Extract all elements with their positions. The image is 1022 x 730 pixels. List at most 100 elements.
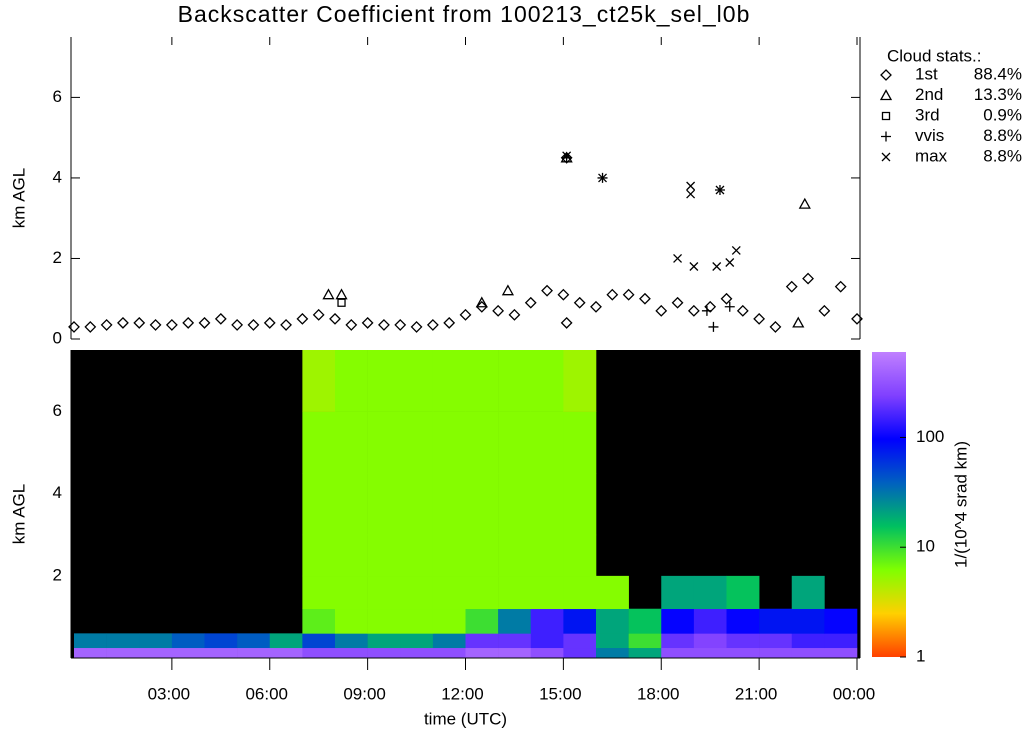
marker-cross bbox=[673, 254, 683, 263]
x-axis-label: time (UTC) bbox=[424, 709, 507, 728]
marker-cross bbox=[598, 173, 607, 183]
marker-diamond bbox=[802, 272, 814, 285]
marker-triangle bbox=[475, 296, 488, 308]
heatmap-cell bbox=[824, 647, 858, 659]
marker-diamond bbox=[182, 316, 195, 329]
legend-label: 2nd bbox=[915, 85, 943, 104]
x-tick-label: 03:00 bbox=[148, 684, 191, 703]
marker-diamond bbox=[818, 304, 831, 317]
heatmap-cell bbox=[530, 608, 564, 634]
marker-diamond bbox=[198, 316, 211, 329]
x-tick-label: 15:00 bbox=[539, 684, 582, 703]
heatmap-cell bbox=[400, 608, 434, 634]
heatmap-cell bbox=[628, 647, 662, 659]
chart-title: Backscatter Coefficient from 100213_ct25… bbox=[178, 1, 751, 27]
legend-label: 1st bbox=[915, 64, 938, 83]
heatmap-cell bbox=[302, 411, 336, 474]
marker-diamond bbox=[345, 318, 358, 331]
y-axis-label: km AGL bbox=[9, 168, 28, 228]
heatmap-cell bbox=[432, 534, 466, 577]
marker-diamond bbox=[704, 300, 717, 313]
heatmap-cell bbox=[791, 575, 825, 610]
marker-cross bbox=[689, 262, 699, 271]
y-tick-label: 4 bbox=[53, 483, 62, 502]
heatmap-cell bbox=[563, 350, 597, 412]
legend-stat: 8.8% bbox=[983, 126, 1022, 145]
heatmap-cell bbox=[432, 608, 466, 634]
heatmap-cell bbox=[367, 350, 401, 412]
heatmap-cell bbox=[335, 350, 368, 412]
heatmap-cell bbox=[726, 647, 760, 659]
heatmap-cell bbox=[563, 647, 597, 659]
heatmap-cell bbox=[628, 608, 662, 634]
marker-cross bbox=[712, 262, 722, 271]
y-tick-label: 6 bbox=[53, 87, 62, 106]
marker-diamond bbox=[834, 280, 847, 293]
heatmap-cell bbox=[530, 473, 564, 536]
heatmap-cell bbox=[432, 411, 466, 474]
heatmap-cell bbox=[693, 608, 727, 634]
heatmap-cell bbox=[726, 633, 760, 649]
heatmap-cell bbox=[661, 575, 695, 610]
marker-diamond bbox=[475, 300, 488, 313]
heatmap-cell bbox=[628, 633, 662, 649]
legend-title: Cloud stats.: bbox=[887, 46, 982, 65]
y-tick-label: 2 bbox=[53, 565, 62, 584]
heatmap-cell bbox=[661, 647, 695, 659]
heatmap-cell bbox=[139, 633, 173, 649]
heatmap-cell bbox=[465, 608, 499, 634]
marker-cross bbox=[686, 181, 696, 191]
heatmap-cell bbox=[237, 633, 271, 649]
heatmap-cell bbox=[432, 473, 466, 536]
heatmap-cell bbox=[563, 633, 597, 649]
marker-diamond bbox=[655, 304, 668, 317]
marker-diamond bbox=[736, 304, 749, 317]
heatmap-cell bbox=[465, 575, 499, 610]
marker-diamond bbox=[231, 318, 244, 331]
heatmap-cell bbox=[400, 534, 434, 577]
marker-plus bbox=[561, 152, 572, 163]
heatmap-cell bbox=[432, 633, 466, 649]
heatmap-cell bbox=[335, 534, 368, 577]
marker-diamond bbox=[639, 292, 651, 305]
legend-marker bbox=[880, 69, 892, 81]
y-tick-label: 0 bbox=[53, 328, 62, 347]
marker-diamond bbox=[606, 288, 619, 301]
marker-diamond bbox=[590, 300, 602, 313]
marker-cross bbox=[715, 185, 725, 195]
heatmap-cell bbox=[302, 647, 336, 659]
marker-diamond bbox=[394, 318, 407, 331]
heatmap-cell bbox=[367, 534, 401, 577]
x-tick-label: 18:00 bbox=[637, 684, 680, 703]
heatmap-cell bbox=[302, 473, 336, 536]
heatmap-cell bbox=[530, 647, 564, 659]
heatmap-cell bbox=[726, 575, 760, 610]
heatmap-cell bbox=[693, 575, 727, 610]
heatmap-cell bbox=[791, 633, 825, 649]
heatmap-cell bbox=[824, 633, 858, 649]
heatmap-cell bbox=[498, 647, 532, 659]
heatmap-cell bbox=[824, 608, 858, 634]
x-tick-label: 09:00 bbox=[343, 684, 386, 703]
heatmap-cell bbox=[302, 633, 336, 649]
legend-stat: 13.3% bbox=[974, 85, 1022, 104]
marker-diamond bbox=[560, 316, 573, 329]
marker-diamond bbox=[247, 318, 260, 331]
heatmap-cell bbox=[106, 633, 140, 649]
heatmap-cell bbox=[563, 534, 597, 577]
heatmap-cell bbox=[302, 350, 336, 412]
x-tick-label: 00:00 bbox=[833, 684, 876, 703]
marker-diamond bbox=[133, 316, 146, 329]
marker-diamond bbox=[410, 321, 423, 333]
heatmap-cell bbox=[335, 411, 368, 474]
heatmap-cell bbox=[400, 411, 434, 474]
marker-plus bbox=[708, 321, 719, 332]
heatmap-cell bbox=[74, 647, 107, 659]
heatmap-cell bbox=[498, 575, 532, 610]
legend-marker bbox=[881, 131, 891, 142]
marker-diamond bbox=[622, 288, 635, 301]
heatmap-cell bbox=[335, 608, 368, 634]
marker-plus bbox=[724, 301, 735, 312]
heatmap-cell bbox=[563, 575, 597, 610]
y-tick-label: 4 bbox=[53, 167, 62, 186]
